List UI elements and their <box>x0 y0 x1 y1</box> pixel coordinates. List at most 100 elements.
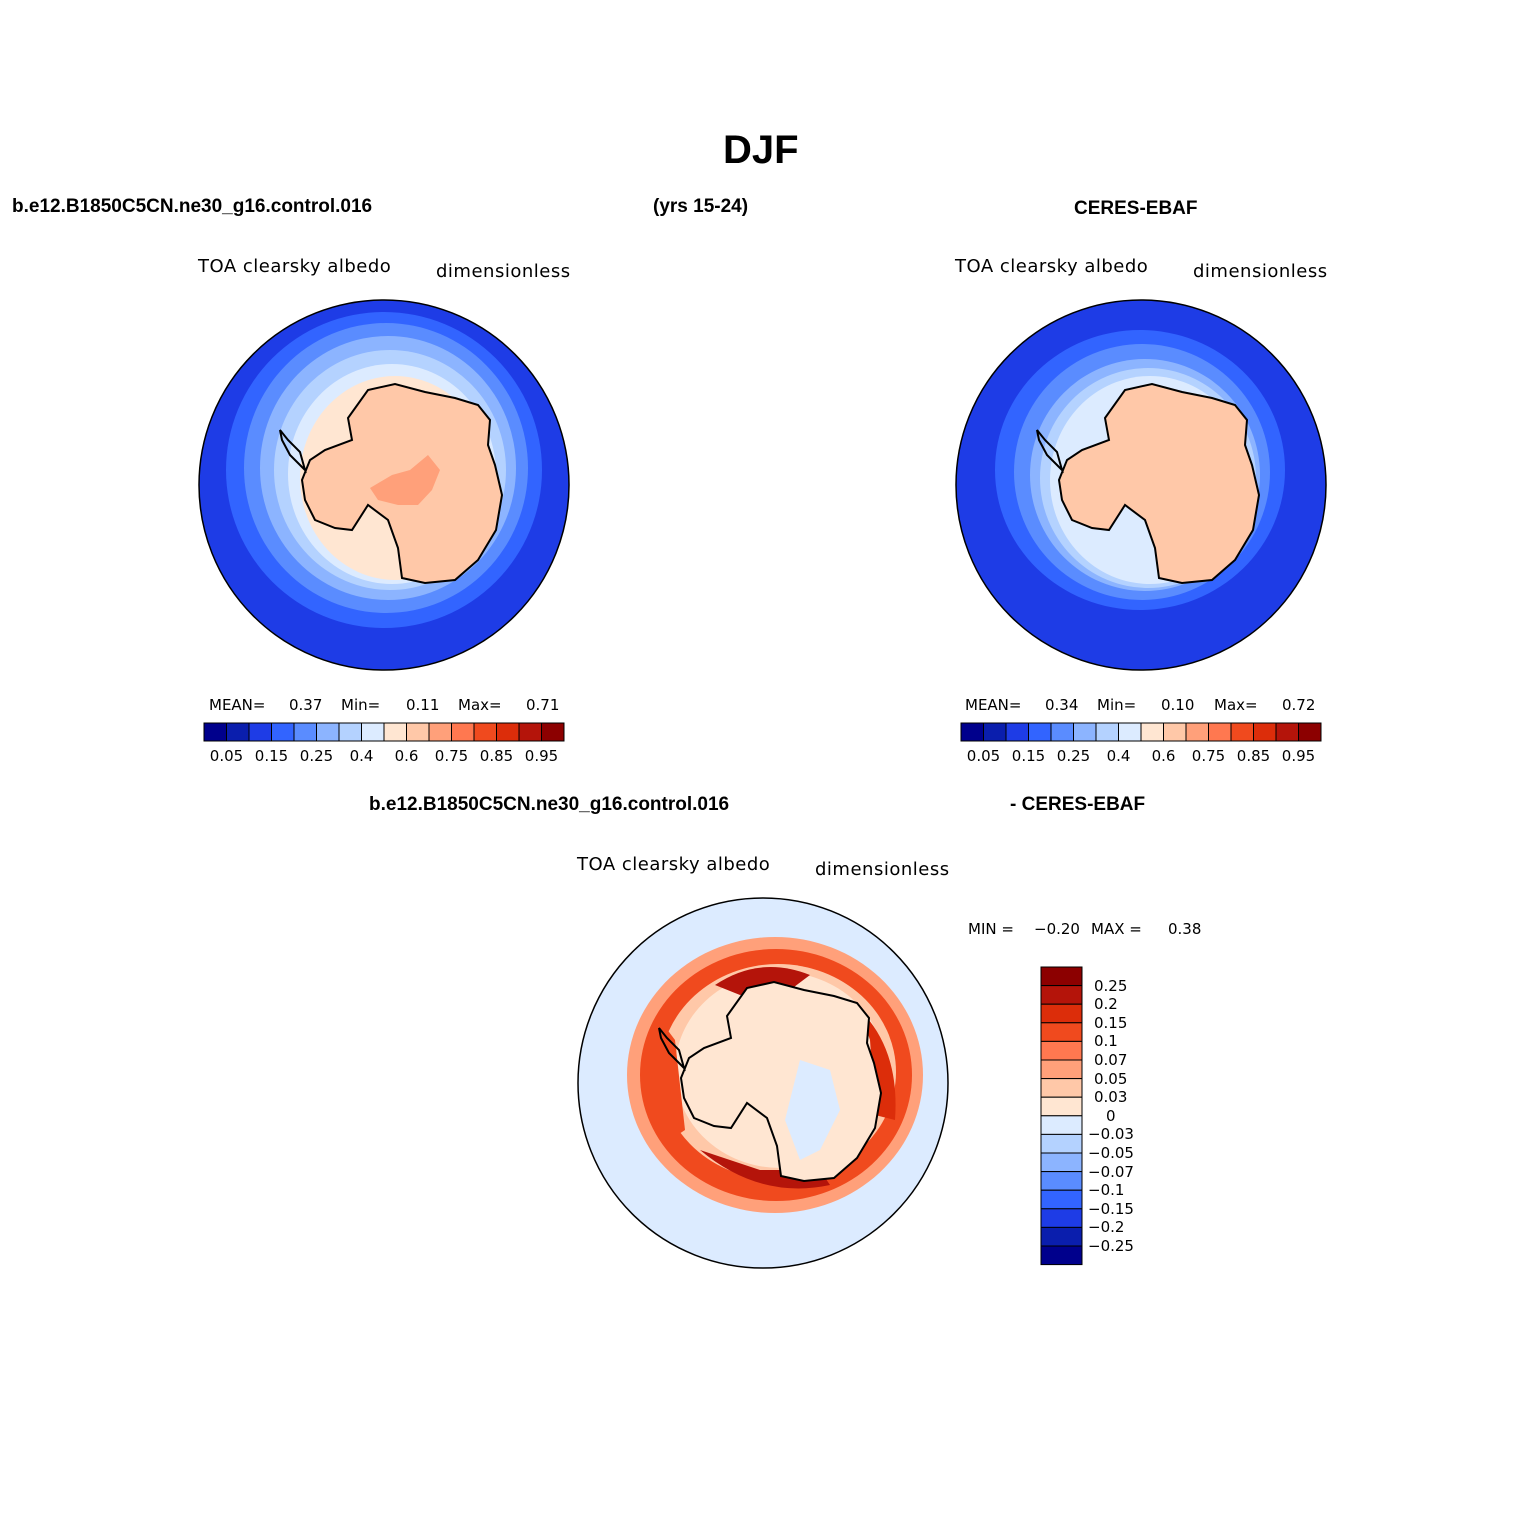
colorbar-tick-label: −0.25 <box>1088 1237 1134 1255</box>
page-title: DJF <box>723 128 799 172</box>
colorbar-swatch <box>496 722 520 742</box>
diff-max-label: MAX = <box>1091 920 1142 938</box>
panel1-max-label: Max= <box>458 696 502 714</box>
panel1-map <box>199 300 569 670</box>
colorbar-swatch <box>203 722 227 742</box>
colorbar-swatch <box>1040 1208 1083 1228</box>
colorbar-tick-label: 0.6 <box>394 747 419 765</box>
colorbar-tick-label: −0.15 <box>1088 1199 1134 1218</box>
colorbar-swatch <box>1095 722 1119 742</box>
colorbar-swatch <box>1230 722 1254 742</box>
panel2-min: 0.10 <box>1161 696 1195 714</box>
panel1-variable: TOA clearsky albedo <box>198 256 392 277</box>
colorbar-swatch <box>1040 1133 1083 1154</box>
colorbar-swatch <box>271 722 295 742</box>
colorbar-tick-label: 0.4 <box>349 747 374 765</box>
colorbar-swatch <box>1040 985 1083 1005</box>
colorbar-swatch <box>1040 1096 1083 1117</box>
colorbar-swatch <box>226 722 250 742</box>
colorbar-swatch <box>1040 1189 1083 1210</box>
panel2-max: 0.72 <box>1282 696 1316 714</box>
colorbar-swatch <box>1073 722 1097 742</box>
colorbar-swatch <box>1050 722 1074 742</box>
panel2-variable: TOA clearsky albedo <box>955 256 1149 277</box>
colorbar-swatch <box>1005 722 1029 742</box>
colorbar-tick-label: 0.05 <box>1094 1069 1128 1088</box>
colorbar-swatch <box>1163 722 1187 742</box>
panel2-map <box>956 300 1326 670</box>
panel2-min-label: Min= <box>1097 696 1137 714</box>
years-header: (yrs 15-24) <box>653 196 749 217</box>
colorbar-swatch <box>1140 722 1164 742</box>
colorbar-tick-label: −0.1 <box>1088 1181 1125 1200</box>
panel2-mean-label: MEAN= <box>965 696 1022 714</box>
colorbar-tick-label: 0.1 <box>1094 1032 1118 1051</box>
colorbar-tick-label: 0.2 <box>1094 995 1118 1014</box>
colorbar-tick-label: −0.03 <box>1088 1125 1134 1144</box>
colorbar-tick-label: 0.25 <box>299 747 334 765</box>
panel1-units: dimensionless <box>436 261 571 282</box>
colorbar-tick-label: 0.03 <box>1094 1088 1128 1107</box>
panel2-mean: 0.34 <box>1045 696 1079 714</box>
panel1-max: 0.71 <box>526 696 560 714</box>
colorbar-swatch <box>1118 722 1142 742</box>
colorbar-tick-label: 0.05 <box>966 747 1001 765</box>
colorbar-swatch <box>1253 722 1277 742</box>
diff-max: 0.38 <box>1168 920 1202 938</box>
colorbar-swatch <box>1040 1078 1083 1098</box>
colorbar-swatch <box>1028 722 1052 742</box>
panel1-colorbar <box>203 722 565 742</box>
colorbar-swatch <box>1185 722 1209 742</box>
colorbar-tick-label: 0.75 <box>1191 747 1226 765</box>
colorbar-tick-label: 0.75 <box>434 747 469 765</box>
panel2-colorbar <box>960 722 1322 742</box>
colorbar-tick-label: 0.05 <box>209 747 244 765</box>
colorbar-swatch <box>1040 1003 1083 1024</box>
colorbar-swatch <box>518 722 542 742</box>
colorbar-swatch <box>1275 722 1299 742</box>
colorbar-tick-label: 0.95 <box>1281 747 1316 765</box>
colorbar-tick-label: 0.95 <box>524 747 559 765</box>
colorbar-swatch <box>541 722 565 742</box>
colorbar-swatch <box>406 722 430 742</box>
colorbar-swatch <box>338 722 362 742</box>
colorbar-swatch <box>960 722 984 742</box>
colorbar-tick-label: −0.05 <box>1088 1144 1134 1162</box>
colorbar-swatch <box>1040 1059 1083 1080</box>
colorbar-tick-label: 0.4 <box>1106 747 1131 765</box>
colorbar-swatch <box>1040 1245 1083 1266</box>
colorbar-tick-label: 0.25 <box>1094 976 1128 995</box>
colorbar-tick-label: 0.85 <box>479 747 514 765</box>
colorbar-swatch <box>1040 1022 1083 1042</box>
colorbar-tick-label: 0.15 <box>1011 747 1046 765</box>
colorbar-swatch <box>1040 966 1083 987</box>
case-name-header: b.e12.B1850C5CN.ne30_g16.control.016 <box>12 196 373 217</box>
colorbar-swatch <box>428 722 452 742</box>
colorbar-swatch <box>451 722 475 742</box>
colorbar-swatch <box>1208 722 1232 742</box>
diff-variable: TOA clearsky albedo <box>577 854 771 875</box>
colorbar-swatch <box>983 722 1007 742</box>
colorbar-swatch <box>473 722 497 742</box>
panel1-min-label: Min= <box>341 696 381 714</box>
colorbar-swatch <box>361 722 385 742</box>
colorbar-swatch <box>1040 1152 1083 1173</box>
colorbar-swatch <box>1040 1040 1083 1061</box>
colorbar-swatch <box>316 722 340 742</box>
colorbar-tick-label: 0.07 <box>1094 1051 1128 1069</box>
diff-min-label: MIN = <box>968 920 1014 938</box>
colorbar-tick-label: 0.85 <box>1236 747 1271 765</box>
colorbar-tick-label: −0.2 <box>1088 1218 1125 1237</box>
colorbar-tick-label: 0.6 <box>1151 747 1176 765</box>
diff-units: dimensionless <box>815 859 950 880</box>
colorbar-tick-label: 0.15 <box>1094 1013 1128 1032</box>
colorbar-tick-label: 0 <box>1106 1106 1116 1125</box>
colorbar-swatch <box>1040 1226 1083 1247</box>
colorbar-swatch <box>248 722 272 742</box>
colorbar-tick-label: 0.25 <box>1056 747 1091 765</box>
colorbar-swatch <box>293 722 317 742</box>
colorbar-swatch <box>1298 722 1322 742</box>
panel1-mean-label: MEAN= <box>209 696 266 714</box>
diff-colorbar <box>1040 966 1083 1266</box>
